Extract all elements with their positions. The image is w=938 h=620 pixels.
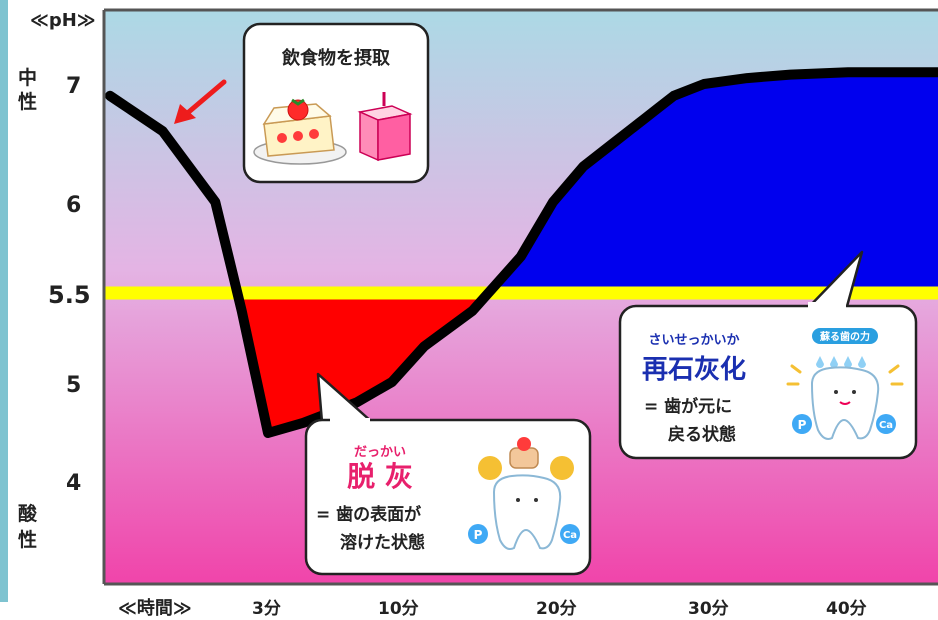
remineralization-title: 再石灰化 (642, 355, 746, 385)
x-tick-3min: 3分 (252, 599, 281, 619)
remineralization-desc-1: = 歯が元に (644, 396, 732, 417)
remineralization-ion-ca: Ca (879, 420, 893, 431)
happy-tooth-illustration: 蘇る歯の力 P Ca (786, 328, 904, 440)
intake-callout: 飲食物を摂取 (242, 22, 430, 184)
intake-callout-title: 飲食物を摂取 (281, 47, 391, 69)
drink-carton-illustration (357, 92, 413, 162)
x-tick-40min: 40分 (826, 599, 867, 619)
demineralization-title: 脱 灰 (347, 460, 413, 493)
remineralization-callout: さいせっかいか 再石灰化 = 歯が元に 戻る状態 蘇る歯の力 P Ca (618, 250, 918, 460)
y-tick-6: 6 (66, 193, 81, 218)
ph-curve-line (105, 67, 938, 438)
demineralization-area (237, 293, 489, 433)
y-tick-4: 4 (66, 471, 81, 496)
y-tick-7: 7 (66, 74, 81, 99)
demineralization-ion-p: P (474, 528, 483, 542)
demineralization-ion-ca: Ca (563, 530, 577, 541)
acid-label-1: 酸 (18, 502, 38, 525)
remineralization-desc-2: 戻る状態 (668, 424, 736, 445)
demineralization-desc-1: = 歯の表面が (316, 504, 421, 525)
acid-label-2: 性 (18, 528, 37, 551)
intake-arrow (174, 79, 227, 124)
demineralization-callout: だっかい 脱 灰 = 歯の表面が 溶けた状態 P Ca (304, 372, 592, 576)
remineralization-badge: 蘇る歯の力 (819, 330, 870, 343)
y-unit-label: ≪pH≫ (30, 10, 96, 31)
neutral-label-2: 性 (18, 90, 37, 113)
x-tick-10min: 10分 (378, 599, 419, 619)
cake-illustration (253, 98, 347, 165)
remineralization-area (488, 72, 938, 293)
y-tick-5: 5 (66, 373, 81, 398)
x-tick-30min: 30分 (688, 599, 729, 619)
remineralization-ruby: さいせっかいか (648, 333, 739, 348)
demineralization-ruby: だっかい (354, 445, 406, 460)
x-tick-20min: 20分 (536, 599, 577, 619)
left-accent-strip (0, 0, 8, 602)
neutral-label-1: 中 (18, 66, 37, 89)
x-unit-label: ≪時間≫ (118, 598, 192, 619)
sad-tooth-illustration: P Ca (468, 437, 580, 550)
remineralization-ion-p: P (798, 418, 807, 432)
demineralization-desc-2: 溶けた状態 (340, 532, 425, 553)
y-tick-5-5: 5.5 (48, 281, 91, 309)
